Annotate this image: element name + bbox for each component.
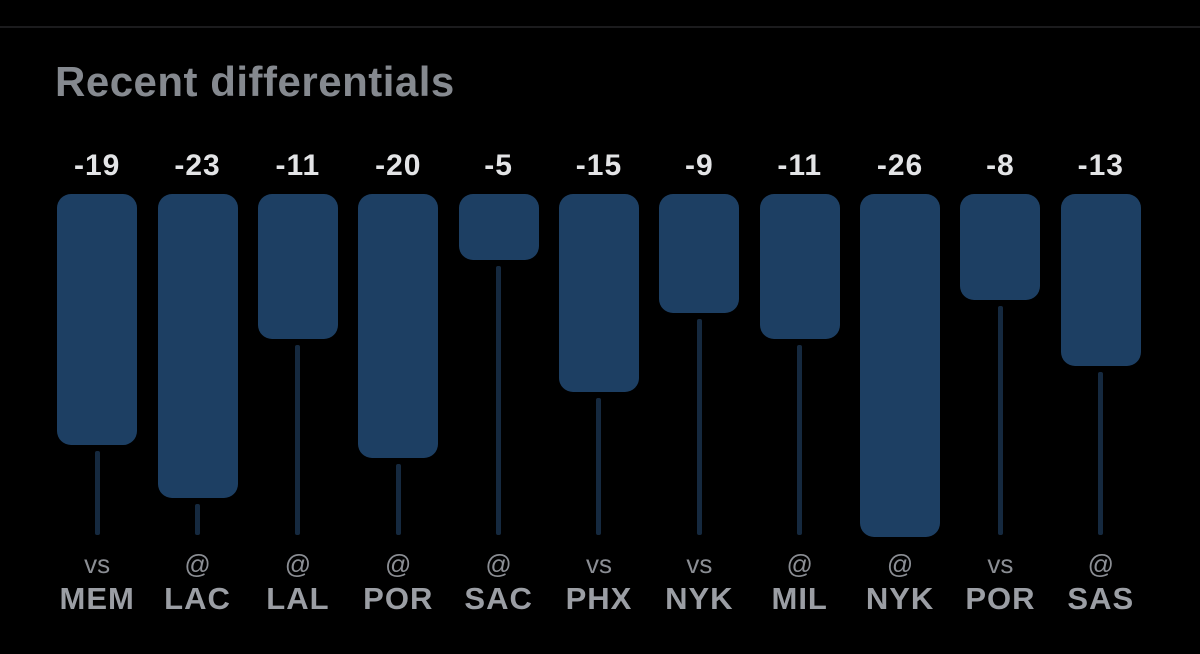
opponent-team: MEM bbox=[59, 581, 135, 616]
chart-column: -11 @ MIL bbox=[750, 0, 850, 654]
chart-column: -11 @ LAL bbox=[248, 0, 348, 654]
differential-bar bbox=[358, 194, 439, 458]
bar-value-label: -11 bbox=[275, 149, 321, 182]
bar-value-label: -23 bbox=[174, 149, 221, 182]
opponent-team: NYK bbox=[865, 581, 935, 616]
bar-value-label: -26 bbox=[876, 149, 924, 182]
differential-bar bbox=[960, 194, 1041, 300]
opponent-team: POR bbox=[965, 581, 1036, 616]
differential-bar bbox=[257, 194, 338, 339]
bar-stick bbox=[94, 451, 100, 535]
chart-column: -19 vs MEM bbox=[47, 0, 147, 654]
opponent-prefix: vs bbox=[987, 549, 1014, 579]
differential-bar bbox=[57, 194, 138, 445]
bar-stick bbox=[195, 504, 201, 535]
chart-column: -5 @ SAC bbox=[448, 0, 548, 654]
chart-title: Recent differentials bbox=[55, 58, 455, 105]
bar-stick bbox=[596, 398, 602, 535]
bar-stick bbox=[395, 464, 401, 535]
bar-value-label: -11 bbox=[777, 149, 823, 182]
opponent-team: LAC bbox=[164, 581, 231, 616]
opponent-prefix: vs bbox=[84, 549, 111, 579]
differential-bar bbox=[659, 194, 740, 313]
chart-column: -23 @ LAC bbox=[147, 0, 247, 654]
differential-bar bbox=[558, 194, 639, 392]
bar-value-label: -19 bbox=[74, 149, 121, 182]
bar-value-label: -9 bbox=[684, 149, 714, 182]
differential-bar bbox=[458, 194, 539, 260]
bar-stick bbox=[797, 345, 803, 535]
chart-column: -15 vs PHX bbox=[549, 0, 649, 654]
opponent-prefix: @ bbox=[184, 549, 211, 579]
differential-bar bbox=[759, 194, 840, 339]
chart-column: -9 vs NYK bbox=[649, 0, 749, 654]
chart-column: -20 @ POR bbox=[348, 0, 448, 654]
opponent-prefix: @ bbox=[1087, 549, 1114, 579]
bar-chart: -19 vs MEM -23 @ LAC -11 @ LAL -20 @ POR -5 @ SAC -15 vs… bbox=[47, 0, 1151, 654]
opponent-prefix: @ bbox=[485, 549, 512, 579]
opponent-team: POR bbox=[363, 581, 434, 616]
opponent-prefix: vs bbox=[585, 549, 612, 579]
chart-column: -8 vs POR bbox=[950, 0, 1050, 654]
bar-value-label: -13 bbox=[1077, 149, 1124, 182]
opponent-team: MIL bbox=[771, 581, 828, 616]
bar-stick bbox=[295, 345, 301, 535]
bar-stick bbox=[1098, 372, 1104, 535]
opponent-prefix: @ bbox=[385, 549, 412, 579]
opponent-team: SAS bbox=[1067, 581, 1135, 616]
bar-value-label: -5 bbox=[484, 149, 513, 182]
opponent-team: LAL bbox=[266, 581, 330, 616]
differential-bar bbox=[1060, 194, 1141, 366]
opponent-prefix: @ bbox=[786, 549, 813, 579]
opponent-team: PHX bbox=[565, 581, 633, 616]
top-divider bbox=[0, 26, 1200, 28]
opponent-team: SAC bbox=[464, 581, 533, 616]
bar-value-label: -8 bbox=[986, 149, 1015, 182]
differential-bar bbox=[860, 194, 941, 537]
opponent-team: NYK bbox=[665, 581, 734, 616]
bar-stick bbox=[696, 319, 702, 535]
opponent-prefix: vs bbox=[686, 549, 713, 579]
bar-stick bbox=[997, 306, 1003, 535]
chart-column: -26 @ NYK bbox=[850, 0, 950, 654]
opponent-prefix: @ bbox=[886, 549, 914, 579]
bar-stick bbox=[496, 266, 502, 535]
bar-value-label: -15 bbox=[575, 149, 623, 182]
bar-value-label: -20 bbox=[375, 149, 422, 182]
chart-column: -13 @ SAS bbox=[1051, 0, 1151, 654]
differential-bar bbox=[157, 194, 238, 498]
opponent-prefix: @ bbox=[284, 549, 312, 579]
